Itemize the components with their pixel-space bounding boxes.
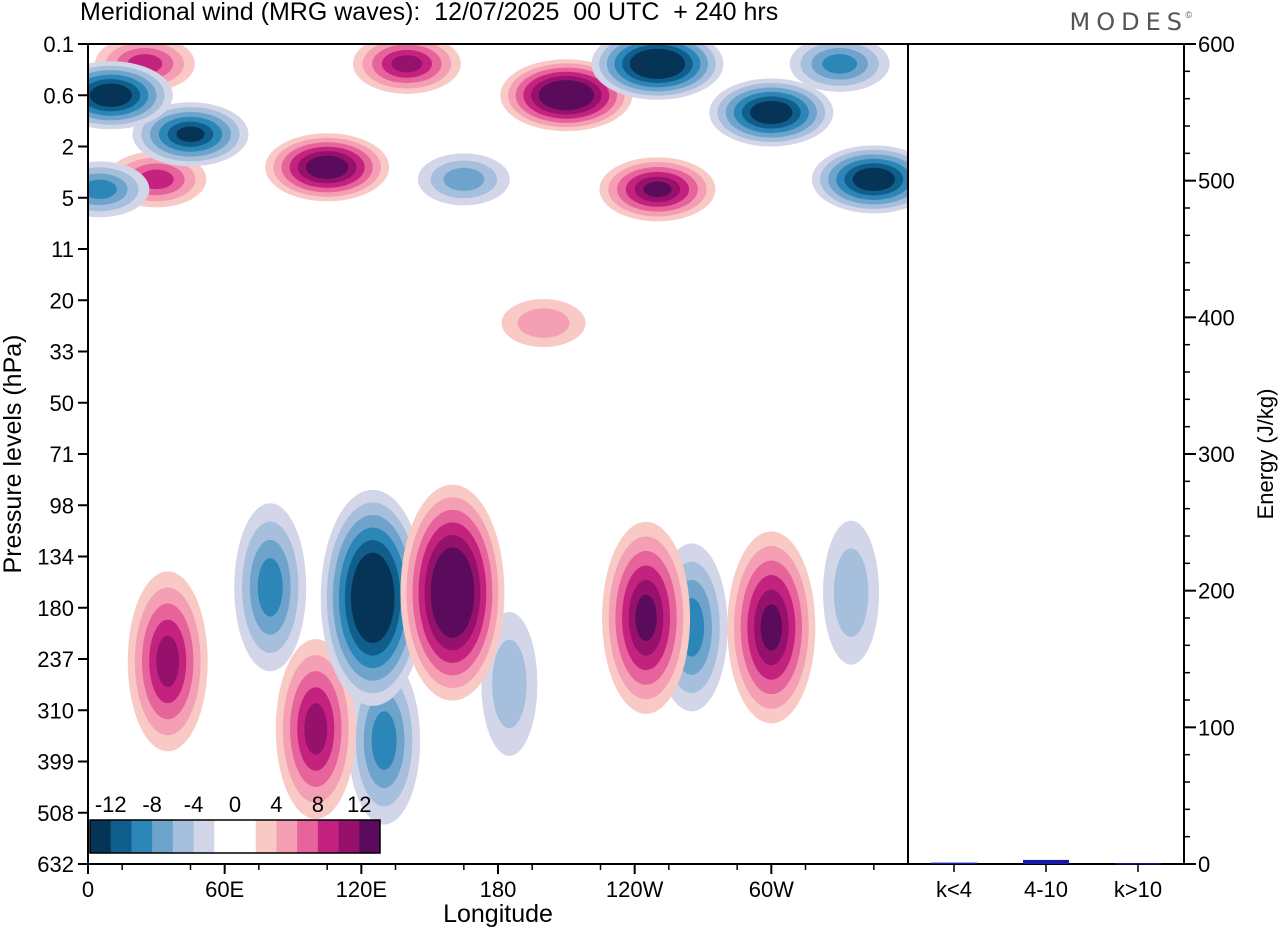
energy-tick-label: 300 [1198,442,1235,467]
wind-feature [127,571,208,752]
chart-title: Meridional wind (MRG waves): 12/07/2025 … [80,0,779,26]
energy-bar [1115,863,1161,865]
y-tick-label: 2 [62,135,74,160]
energy-tick-label: 600 [1198,32,1235,57]
x-tick-label: 0 [82,877,94,902]
wind-feature [88,61,173,130]
x-axis-label: Longitude [443,900,553,928]
y-tick-label: 0.1 [43,32,74,57]
colorbar-swatch [317,820,340,853]
colorbar-label: 12 [347,792,371,817]
wind-feature [501,299,586,348]
y-tick-label: 5 [62,186,74,211]
wind-feature [727,531,816,724]
x-tick-label: 60E [205,877,244,902]
energy-axis-label: Energy (J/kg) [1253,389,1278,520]
y-tick-label: 508 [37,801,74,826]
colorbar-label: -4 [184,792,204,817]
wind-feature [234,503,307,672]
wind-feature [265,133,390,202]
energy-tick-label: 400 [1198,305,1235,330]
wind-feature [88,161,150,218]
colorbar-label: 8 [312,792,324,817]
x-tick-label: 120E [336,877,387,902]
y-tick-label: 180 [37,596,74,621]
colorbar-label: -8 [142,792,162,817]
colorbar-swatch [235,820,257,853]
colorbar-label: -12 [95,792,127,817]
y-axis-label: Pressure levels (hPa) [0,335,27,574]
bar-category-label: k<4 [936,877,972,902]
energy-tick-label: 200 [1198,579,1235,604]
wind-feature [599,157,716,222]
wind-feature [602,521,691,714]
y-tick-label: 50 [50,391,74,416]
y-tick-label: 310 [37,698,74,723]
colorbar-label: 4 [270,792,282,817]
x-tick-label: 180 [480,877,517,902]
colorbar-label: 0 [229,792,241,817]
colorbar-swatch [172,820,195,853]
wind-feature [811,145,908,214]
y-tick-label: 20 [50,288,74,313]
y-tick-label: 0.6 [43,83,74,108]
energy-tick-label: 100 [1198,715,1235,740]
colorbar-swatch [214,820,236,853]
x-tick-label: 60W [749,877,794,902]
wind-feature [320,489,425,706]
wind-feature [275,639,356,820]
colorbar-frame [89,819,381,854]
colorbar-swatch [276,820,298,853]
energy-bar [1023,859,1069,864]
colorbar-swatch [152,820,174,853]
wind-feature [789,44,890,92]
colorbar-swatch [90,820,112,853]
colorbar-swatch [338,820,360,853]
energy-tick-label: 500 [1198,169,1235,194]
copyright-mark: © [1185,10,1192,20]
y-tick-label: 399 [37,750,74,775]
wind-feature [132,102,249,167]
y-tick-label: 71 [50,442,74,467]
y-tick-label: 11 [51,237,74,262]
colorbar-swatch [297,820,319,853]
colorbar-swatch [110,820,132,853]
wind-feature [417,153,510,206]
wind-feature [591,44,724,100]
energy-bar [931,862,977,864]
wind-feature [823,520,880,665]
wind-feature [400,484,505,701]
wind-feature [709,78,834,147]
energy-panel-frame [907,43,1185,865]
colorbar-swatch [193,820,215,853]
colorbar-swatch [359,820,381,853]
y-tick-label: 237 [37,647,74,672]
y-tick-label: 33 [50,340,74,365]
y-tick-label: 632 [37,852,74,877]
y-tick-label: 98 [50,493,74,518]
bar-category-label: k>10 [1114,877,1162,902]
energy-tick-label: 0 [1198,852,1210,877]
colorbar-swatch [131,820,153,853]
colorbar-swatch [255,820,277,853]
wind-feature [352,44,461,94]
modes-logo: MODES [1069,8,1188,36]
x-tick-label: 120W [606,877,664,902]
y-tick-label: 134 [37,545,74,570]
bar-category-label: 4-10 [1024,877,1068,902]
